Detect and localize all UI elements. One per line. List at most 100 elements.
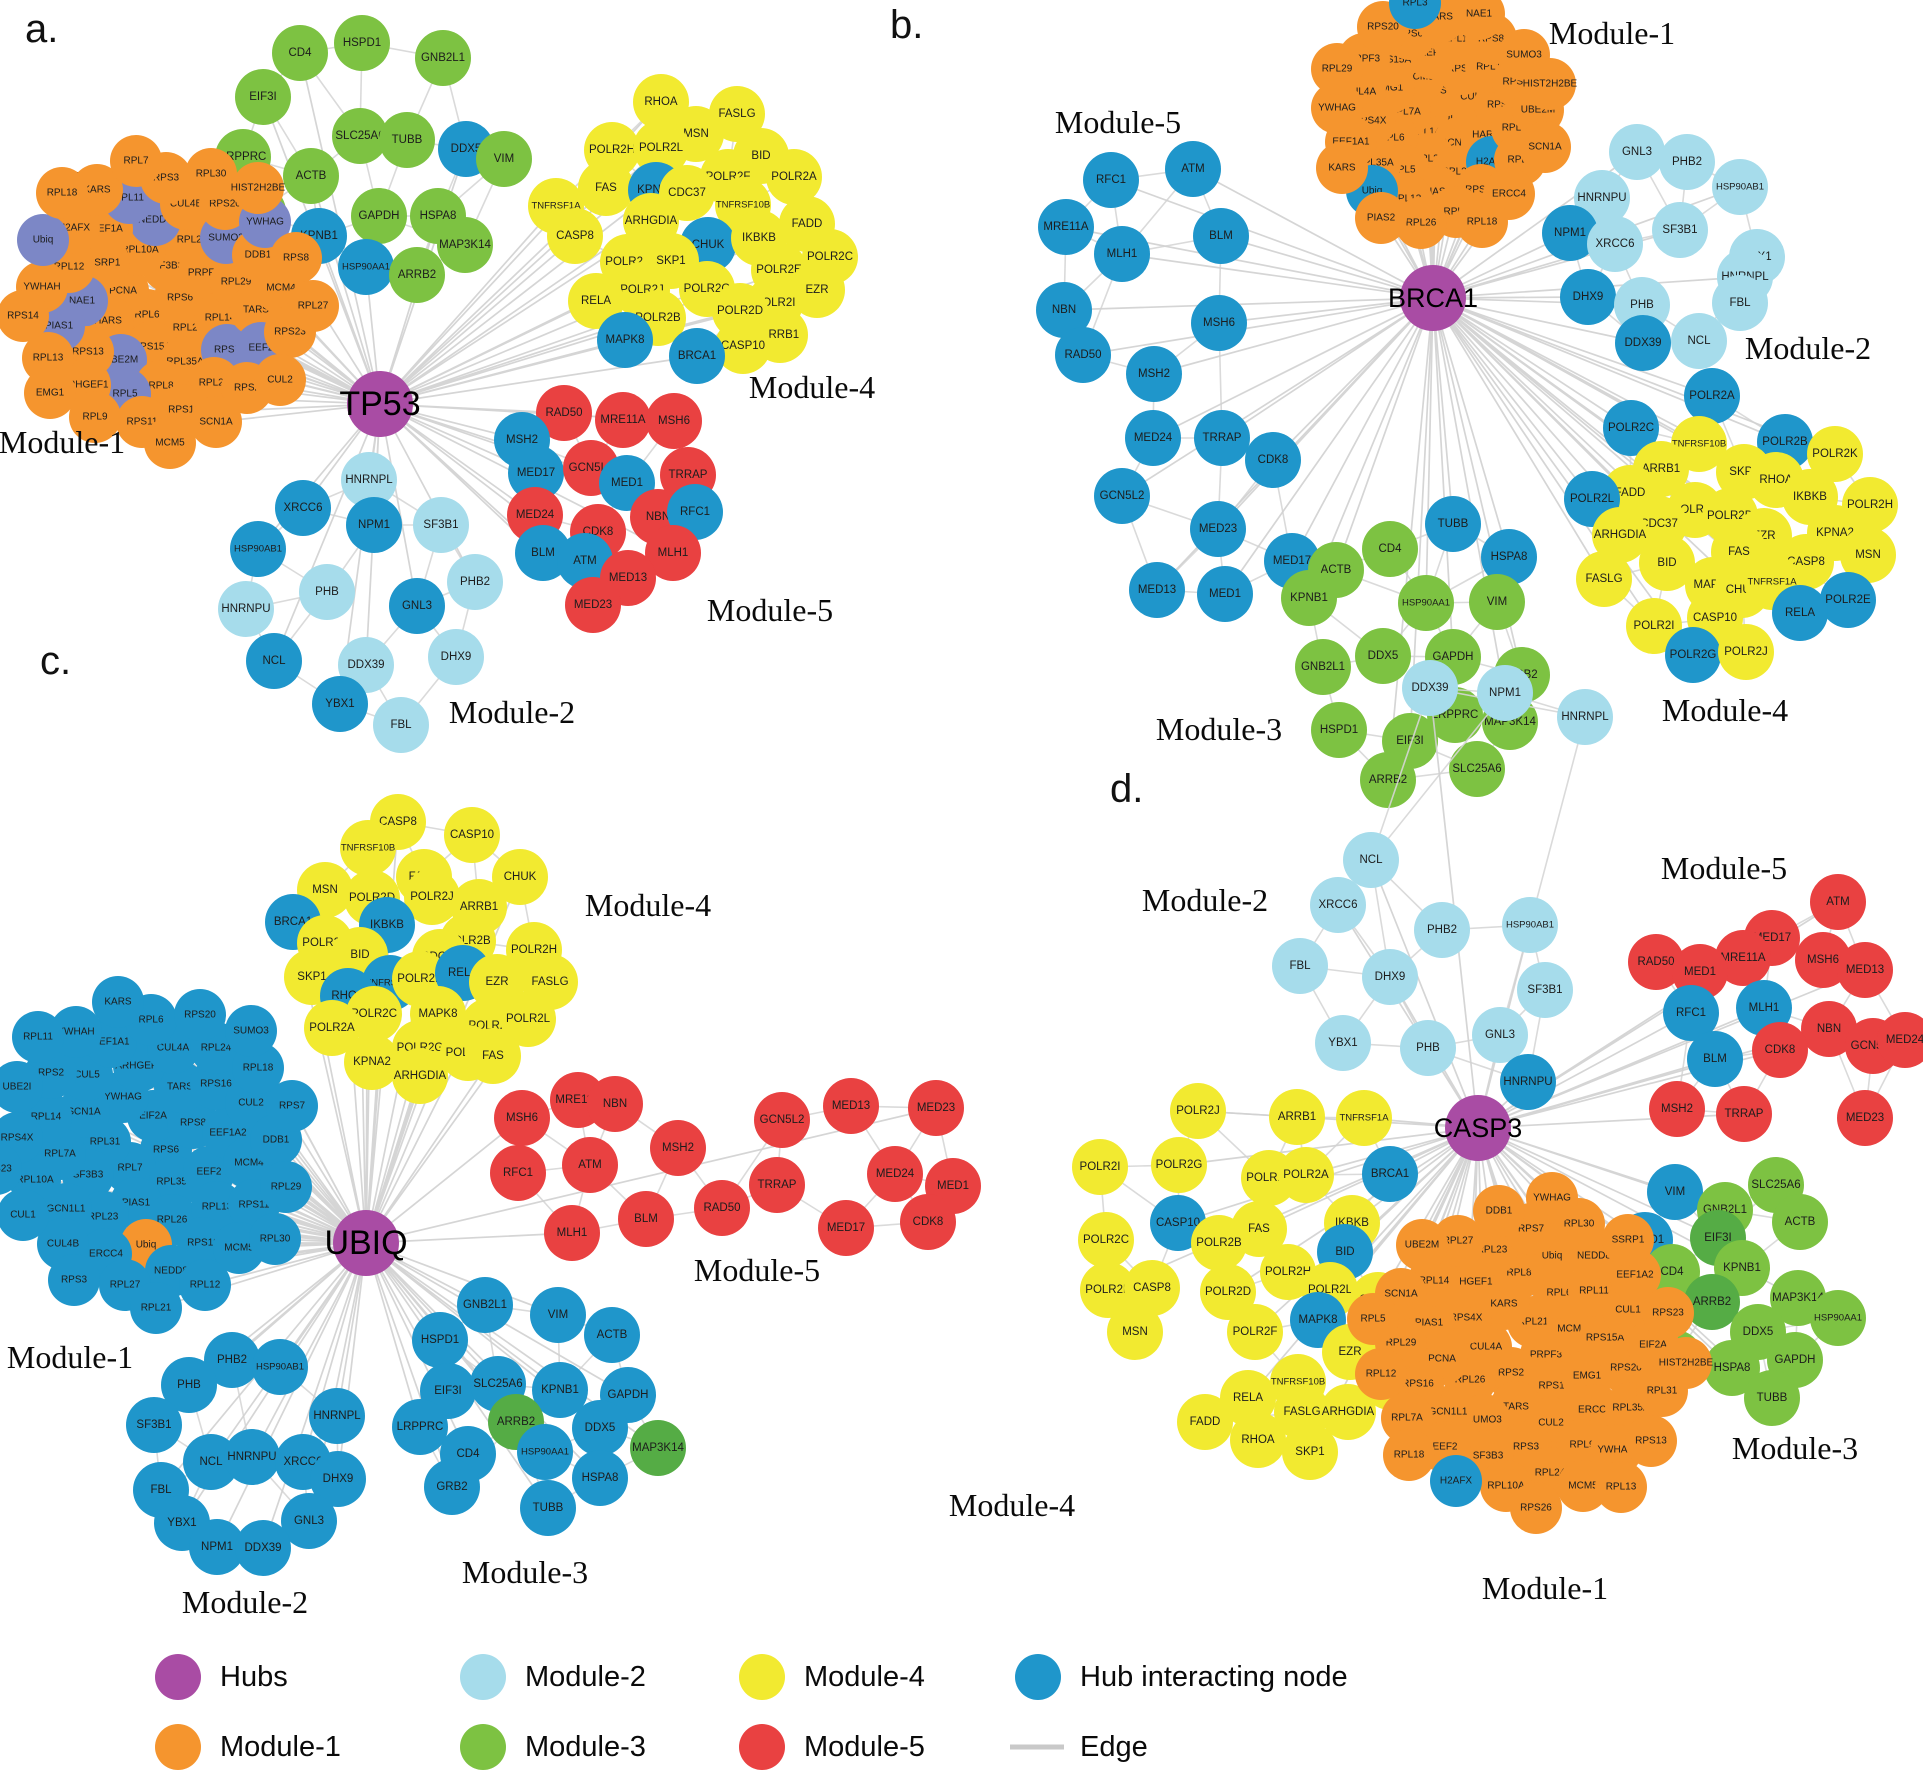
node-label: Ubiq [33,235,54,246]
node-label: POLR2I [1080,1161,1121,1173]
node-circle [1663,985,1719,1041]
node-label: IKBKB [742,232,776,244]
node-GCN5L2: GCN5L2 [754,1092,810,1148]
node-label: EIF2A [1639,1340,1667,1351]
node-label: EEF2 [1419,48,1444,59]
node-label: HIST2H2BE [1523,79,1578,90]
node-MLH1: MLH1 [544,1205,600,1261]
module-label-module-3: Module-3 [462,1554,588,1590]
node-circle [389,247,445,303]
node-label: HSPA8 [420,210,457,222]
node-label: RPS7 [279,1101,306,1112]
module-1-cluster: PRPF3 RPS2 RPL21 RPS11 CUL4A MCM4 TARS KARS EMG1… [1347,1172,1714,1534]
node-label: RPL26 [157,1215,188,1226]
node-circle [249,1213,301,1265]
node-SKP1: SKP1 [1282,1424,1338,1480]
node-label: PHB2 [217,1354,247,1366]
node-label: EIF3I [1704,1232,1731,1244]
node-label: YWHAH [23,282,60,293]
node-MRE11A: MRE11A [1038,199,1094,255]
node-label: SLC25A6 [1751,1179,1800,1191]
node-MED23: MED23 [1837,1090,1893,1146]
node-DDX39: DDX39 [235,1520,291,1576]
module-label-module-2: Module-2 [1142,882,1268,918]
node-circle [252,1339,308,1395]
node-label: EEF1A1 [1332,137,1370,148]
node-label: FAS [1728,546,1750,558]
node-label: SSRP1 [1612,1235,1645,1246]
node-MED17: MED17 [818,1200,874,1256]
node-MED23: MED23 [565,577,621,633]
node-VIM: VIM [1647,1164,1703,1220]
node-circle [404,869,460,925]
node-label: GAPDH [1775,1354,1816,1366]
node-label: FASLG [718,108,755,120]
node-XRCC6: XRCC6 [1587,216,1643,272]
node-DDB1: DDB1 [1473,1185,1525,1237]
node-RPL9: RPL9 [69,391,121,443]
node-label: KARS [83,185,111,196]
node-label: POLR2J [1176,1105,1219,1117]
node-label: POLR2E [1825,594,1871,606]
node-label: XRCC6 [1319,899,1358,911]
node-MED13: MED13 [1837,942,1893,998]
node-NBN: NBN [1036,282,1092,338]
node-label: RPS3 [61,1275,88,1286]
module-label-module-2: Module-2 [449,694,575,730]
node-label: RPL30 [1564,1219,1595,1230]
module-2-cluster: DDX39 NPM1 NCL HNRNPL XRCC6 PHB2 HSP90AB1 FBL DH… [1272,660,1613,1110]
node-circle [1165,141,1221,197]
node-circle [1453,0,1505,40]
node-label: CASP10 [1693,612,1737,624]
node-label: CASP8 [1787,556,1825,568]
node-circle [766,149,822,205]
node-label: KPNB1 [1723,1262,1761,1274]
legend-swatch-hub [155,1654,201,1700]
hub-circle [347,371,413,437]
node-circle [392,1048,448,1104]
node-circle [332,108,388,164]
node-circle [584,1307,640,1363]
module-label-module-5: Module-5 [1055,104,1181,140]
node-circle [36,167,88,219]
node-label: MED13 [609,572,647,584]
node-circle [424,1459,480,1515]
node-label: CUL2 [238,1098,264,1109]
node-GNB2L1: GNB2L1 [1295,639,1351,695]
node-HSP90AA1: HSP90AA1 [517,1424,573,1480]
node-circle [344,1034,400,1090]
node-circle [0,1143,22,1195]
node-label: GAPDH [1433,651,1474,663]
node-label: CDK8 [1765,1044,1796,1056]
node-circle [1704,1340,1760,1396]
node-label: CDC37 [668,187,706,199]
node-label: POLR2E [1085,1284,1131,1296]
node-label: RPL10A [121,245,159,256]
node-label: TRRAP [669,469,708,481]
hub-label: CASP3 [1434,1113,1523,1143]
node-circle [334,15,390,71]
node-MLH1: MLH1 [1094,226,1150,282]
node-CDK8: CDK8 [1752,1022,1808,1078]
node-MED24: MED24 [867,1146,923,1202]
node-TUBB: TUBB [1425,496,1481,552]
node-label: RPL29 [271,1182,302,1193]
node-circle [340,820,396,876]
node-circle [299,564,355,620]
node-label: MED1 [937,1180,969,1192]
node-label: TNFRSF10B [341,843,395,854]
node-circle [908,1080,964,1136]
module-label-module-1: Module-1 [7,1339,133,1375]
node-SLC25A6: SLC25A6 [1449,741,1505,797]
node-circle [572,1450,628,1506]
node-ATM: ATM [1165,141,1221,197]
node-PHB2: PHB2 [1414,902,1470,958]
node-ARRB2: ARRB2 [1684,1274,1740,1330]
node-label: MSN [1855,549,1881,561]
node-label: RPL5 [1360,1314,1385,1325]
node-circle [281,1493,337,1549]
